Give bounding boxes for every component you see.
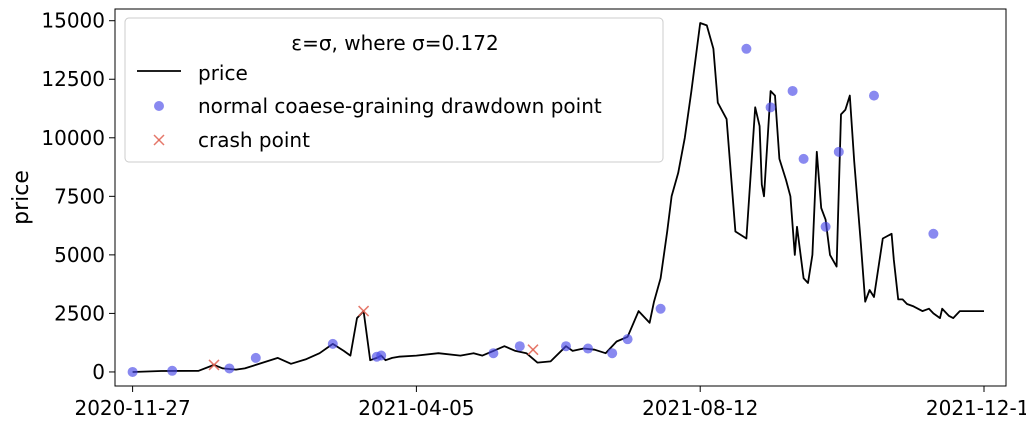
crash-point [208, 359, 220, 371]
y-tick-label: 5000 [54, 243, 105, 267]
normal-drawdown-point [798, 153, 809, 164]
plot-area [127, 22, 984, 377]
normal-drawdown-point [869, 90, 879, 101]
legend: ε=σ, where σ=0.172 price normal coaese-gra… [124, 17, 664, 163]
normal-drawdown-point [376, 350, 387, 361]
crash-point [527, 344, 539, 356]
normal-drawdown-point [224, 363, 235, 374]
normal-drawdown-point [327, 338, 338, 349]
legend-normal-swatch [154, 101, 164, 111]
plot-frame [114, 8, 1007, 387]
legend-price-label: price [198, 61, 248, 85]
crash-point [358, 305, 370, 317]
crash-cross-stroke [208, 359, 220, 371]
normal-drawdown-point [655, 303, 666, 314]
normal-drawdown-point [167, 365, 178, 376]
normal-drawdown-point [765, 102, 776, 113]
legend-title: ε=σ, where σ=0.172 [291, 31, 498, 55]
crash-cross-stroke [153, 134, 165, 146]
legend-box [124, 17, 664, 163]
normal-drawdown-point [488, 348, 499, 359]
axes: 0 2500 5000 7500 10000 12500 15000 2020-11-27 20… [9, 8, 1026, 420]
normal-drawdown-point [787, 85, 798, 96]
x-tick-label: 2021-04-05 [358, 396, 474, 420]
x-tick-label: 2021-08-12 [642, 396, 758, 420]
legend-crash-swatch [153, 134, 165, 146]
y-tick-label: 10000 [41, 126, 105, 150]
normal-drawdown-point [561, 341, 571, 352]
normal-drawdown-point [607, 348, 618, 359]
normal-drawdown-point [622, 334, 633, 345]
normal-drawdown-point [514, 341, 525, 352]
y-axis-label: price [9, 170, 34, 225]
crash-cross-stroke [527, 344, 539, 356]
y-tick-label: 12500 [41, 67, 105, 91]
legend-normal-label: normal coaese-graining drawdown point [198, 94, 602, 118]
y-tick-label: 0 [92, 360, 105, 384]
y-tick-label: 7500 [54, 184, 105, 208]
normal-drawdown-point [928, 228, 939, 239]
normal-drawdown-point [250, 352, 261, 363]
y-tick-label: 2500 [54, 301, 105, 325]
price-series-line [132, 22, 984, 373]
legend-crash-label: crash point [198, 128, 310, 152]
normal-drawdown-point [820, 221, 831, 232]
normal-drawdown-point [583, 343, 593, 354]
x-tick-label: 2021-12-19 [926, 396, 1026, 420]
normal-drawdown-point [833, 146, 844, 157]
normal-drawdown-point [127, 366, 138, 377]
normal-drawdown-point [741, 43, 752, 54]
x-tick-label: 2020-11-27 [74, 396, 190, 420]
y-tick-label: 15000 [41, 9, 105, 33]
crash-cross-stroke [358, 305, 370, 317]
